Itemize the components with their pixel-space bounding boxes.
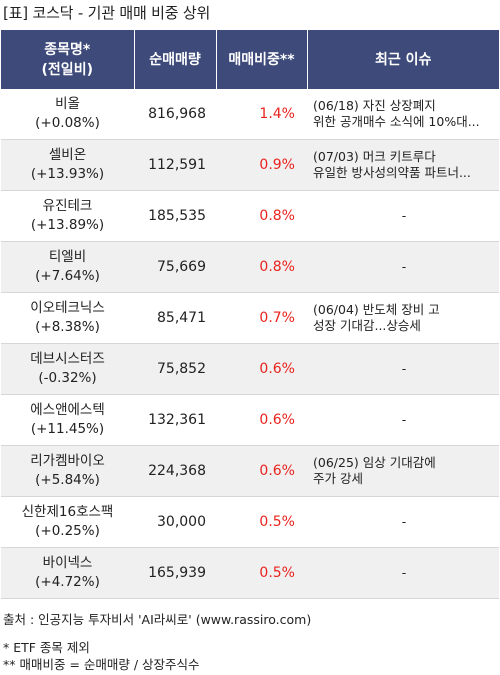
stock-name: 비올 <box>55 96 80 112</box>
header-name-line1: 종목명* <box>44 41 91 58</box>
recent-issue: - <box>307 394 499 446</box>
stock-change: (+8.38%) <box>35 319 100 335</box>
table-row: 리가켐바이오 (+5.84%) 224,368 0.6% (06/25) 임상 기대감에… <box>1 445 499 497</box>
table-row: 티엘비 (+7.64%) 75,669 0.8% - <box>1 241 499 293</box>
stock-name-cell: 유진테크 (+13.89%) <box>1 190 134 242</box>
stock-change: (+11.45%) <box>30 421 105 437</box>
stock-name-cell: 이오테크닉스 (+8.38%) <box>1 292 134 344</box>
source-note: 출처 : 인공지능 투자비서 'AI라씨로' (www.rassiro.com) <box>3 612 312 627</box>
recent-issue: - <box>307 496 499 548</box>
stock-name: 셀비온 <box>48 147 87 163</box>
trading-ratio: 0.8% <box>216 190 307 242</box>
net-volume: 224,368 <box>134 445 216 497</box>
recent-issue: - <box>307 547 499 599</box>
net-volume: 816,968 <box>134 89 216 140</box>
net-volume: 165,939 <box>134 547 216 599</box>
stock-change: (+13.89%) <box>30 217 105 233</box>
table-row: 데브시스터즈 (-0.32%) 75,852 0.6% - <box>1 343 499 395</box>
issue-line1: (07/03) 머크 키트루다 <box>313 149 436 164</box>
stock-name-cell: 티엘비 (+7.64%) <box>1 241 134 293</box>
stock-name: 이오테크닉스 <box>30 300 105 316</box>
issue-line2: 위한 공개매수 소식에 10%대... <box>313 114 480 129</box>
stock-name: 유진테크 <box>42 198 93 214</box>
table-row: 유진테크 (+13.89%) 185,535 0.8% - <box>1 190 499 242</box>
stock-name: 바이넥스 <box>42 555 93 571</box>
recent-issue: - <box>307 190 499 242</box>
stock-name-cell: 바이넥스 (+4.72%) <box>1 547 134 599</box>
table-row: 이오테크닉스 (+8.38%) 85,471 0.7% (06/04) 반도체 장비 고… <box>1 292 499 344</box>
stock-change: (+0.25%) <box>35 523 100 539</box>
stock-change: (+5.84%) <box>35 472 100 488</box>
issue-line1: - <box>401 259 407 274</box>
recent-issue: (06/18) 자진 상장폐지 위한 공개매수 소식에 10%대... <box>307 89 499 140</box>
net-volume: 75,852 <box>134 343 216 395</box>
trading-ratio: 0.7% <box>216 292 307 344</box>
trading-ratio-table: 종목명* (전일비) 순매매량 매매비중** 최근 이슈 비올 (+0.08%) 8… <box>1 30 499 599</box>
net-volume: 185,535 <box>134 190 216 242</box>
header-issue: 최근 이슈 <box>307 30 499 89</box>
recent-issue: (07/03) 머크 키트루다 유일한 방사성의약품 파트너... <box>307 139 499 191</box>
stock-change: (-0.32%) <box>38 370 97 386</box>
issue-line1: - <box>401 565 407 580</box>
recent-issue: (06/25) 임상 기대감에 주가 강세 <box>307 445 499 497</box>
stock-name-cell: 데브시스터즈 (-0.32%) <box>1 343 134 395</box>
issue-line1: - <box>401 412 407 427</box>
issue-line1: - <box>401 514 407 529</box>
trading-ratio: 0.9% <box>216 139 307 191</box>
table-row: 신한제16호스팩 (+0.25%) 30,000 0.5% - <box>1 496 499 548</box>
stock-name: 데브시스터즈 <box>30 351 105 367</box>
stock-change: (+0.08%) <box>35 115 100 131</box>
stock-name: 신한제16호스팩 <box>21 504 114 520</box>
issue-line2: 유일한 방사성의약품 파트너... <box>313 165 471 180</box>
header-name: 종목명* (전일비) <box>1 30 135 89</box>
table-body: 비올 (+0.08%) 816,968 1.4% (06/18) 자진 상장폐지 위한 공… <box>1 89 499 599</box>
trading-ratio: 0.8% <box>216 241 307 293</box>
recent-issue: - <box>307 241 499 293</box>
stock-name-cell: 신한제16호스팩 (+0.25%) <box>1 496 134 548</box>
table-row: 에스앤에스텍 (+11.45%) 132,361 0.6% - <box>1 394 499 446</box>
issue-line2: 성장 기대감...상승세 <box>313 318 421 333</box>
issue-line1: (06/04) 반도체 장비 고 <box>313 302 440 317</box>
footnote-etf: * ETF 종목 제외 <box>3 640 90 655</box>
issue-line1: - <box>401 361 407 376</box>
stock-name: 티엘비 <box>48 249 87 265</box>
stock-name-cell: 리가켐바이오 (+5.84%) <box>1 445 134 497</box>
recent-issue: - <box>307 343 499 395</box>
table-header-row: 종목명* (전일비) 순매매량 매매비중** 최근 이슈 <box>1 30 499 89</box>
trading-ratio: 0.6% <box>216 445 307 497</box>
table-title: [표] 코스닥 - 기관 매매 비중 상위 <box>3 4 211 22</box>
stock-change: (+4.72%) <box>35 574 100 590</box>
header-ratio: 매매비중** <box>216 30 308 89</box>
stock-name-cell: 에스앤에스텍 (+11.45%) <box>1 394 134 446</box>
stock-name-cell: 비올 (+0.08%) <box>1 89 134 140</box>
issue-line1: (06/18) 자진 상장폐지 <box>313 98 436 113</box>
header-volume: 순매매량 <box>134 30 217 89</box>
trading-ratio: 0.6% <box>216 343 307 395</box>
issue-line1: - <box>401 208 407 223</box>
footnote-ratio: ** 매매비중 = 순매매량 / 상장주식수 <box>3 657 200 672</box>
issue-line1: (06/25) 임상 기대감에 <box>313 455 436 470</box>
stock-name-cell: 셀비온 (+13.93%) <box>1 139 134 191</box>
stock-name: 에스앤에스텍 <box>30 402 105 418</box>
net-volume: 85,471 <box>134 292 216 344</box>
header-name-line2: (전일비) <box>41 61 93 78</box>
table-row: 셀비온 (+13.93%) 112,591 0.9% (07/03) 머크 키트루다 유일… <box>1 139 499 191</box>
trading-ratio: 0.6% <box>216 394 307 446</box>
net-volume: 132,361 <box>134 394 216 446</box>
stock-change: (+13.93%) <box>30 166 105 182</box>
net-volume: 75,669 <box>134 241 216 293</box>
net-volume: 112,591 <box>134 139 216 191</box>
trading-ratio: 1.4% <box>216 89 307 140</box>
net-volume: 30,000 <box>134 496 216 548</box>
recent-issue: (06/04) 반도체 장비 고 성장 기대감...상승세 <box>307 292 499 344</box>
table-row: 바이넥스 (+4.72%) 165,939 0.5% - <box>1 547 499 599</box>
issue-line2: 주가 강세 <box>313 471 363 486</box>
stock-change: (+7.64%) <box>35 268 100 284</box>
stock-name: 리가켐바이오 <box>30 453 105 469</box>
trading-ratio: 0.5% <box>216 547 307 599</box>
table-row: 비올 (+0.08%) 816,968 1.4% (06/18) 자진 상장폐지 위한 공… <box>1 89 499 140</box>
trading-ratio: 0.5% <box>216 496 307 548</box>
